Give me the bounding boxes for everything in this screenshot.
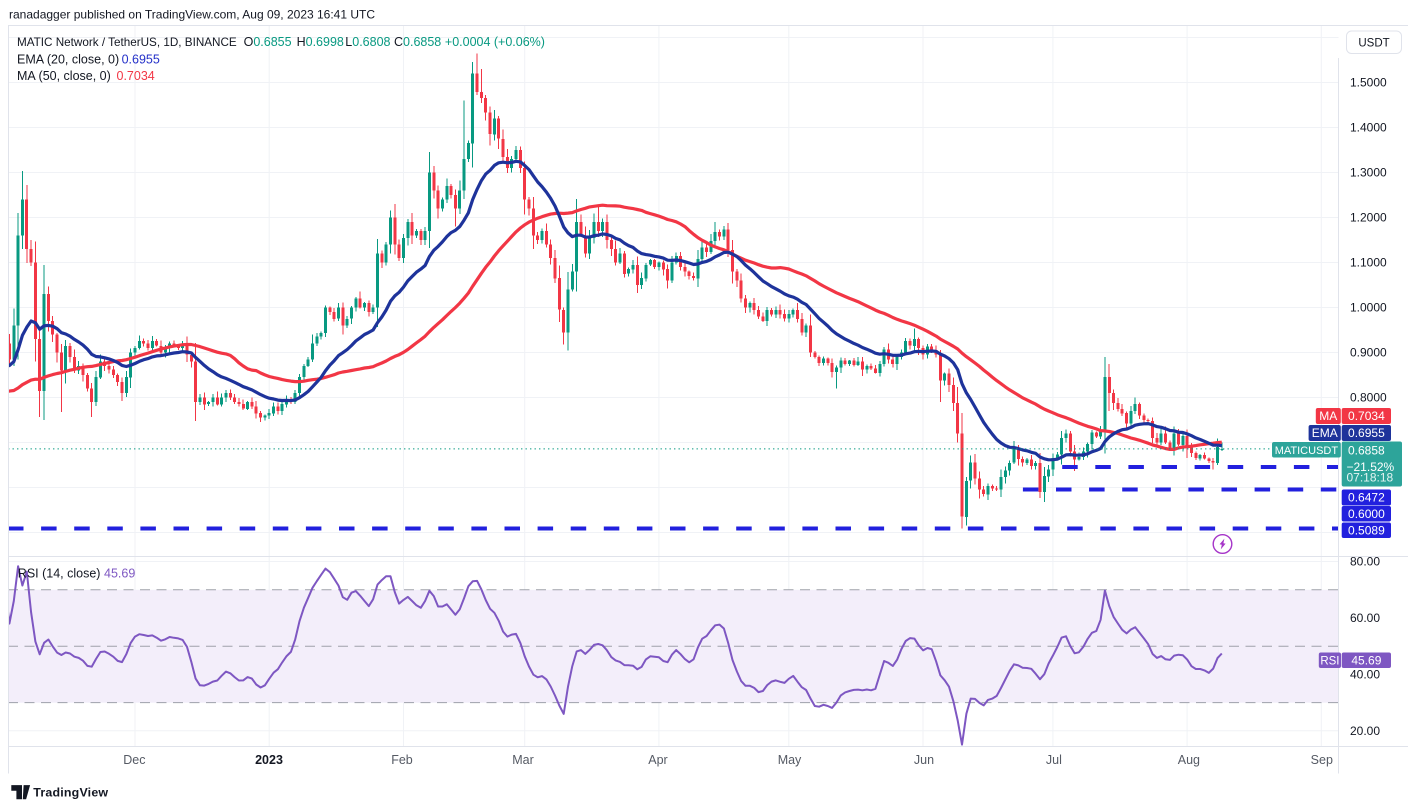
svg-text:0.6000: 0.6000 [1348,507,1385,521]
svg-text:Feb: Feb [391,753,413,767]
svg-text:1.0000: 1.0000 [1350,301,1387,315]
svg-text:EMA: EMA [1312,426,1338,440]
svg-text:RSI (14, close)45.69: RSI (14, close) 45.69 [18,567,136,581]
svg-text:RSI: RSI [1320,656,1339,668]
svg-text:07:18:18: 07:18:18 [1347,471,1394,485]
svg-text:Mar: Mar [512,753,534,767]
svg-text:0.6472: 0.6472 [1348,491,1385,505]
svg-text:Dec: Dec [123,753,145,767]
svg-text:Jun: Jun [914,753,934,767]
svg-text:EMA (20, close, 0)0.6955: EMA (20, close, 0) 0.6955 [17,53,160,67]
svg-text:MA: MA [1319,409,1337,423]
svg-text:MATICUSDT: MATICUSDT [1275,445,1339,457]
svg-text:May: May [778,753,802,767]
svg-text:0.5089: 0.5089 [1348,524,1385,538]
svg-text:MA (50, close, 0)0.7034: MA (50, close, 0) 0.7034 [17,69,155,83]
svg-text:20.00: 20.00 [1350,724,1380,738]
svg-text:USDT: USDT [1358,38,1389,50]
svg-text:Apr: Apr [648,753,667,767]
svg-text:80.00: 80.00 [1350,555,1380,569]
svg-text:1.2000: 1.2000 [1350,211,1387,225]
svg-text:0.6858: 0.6858 [1348,444,1385,458]
svg-text:0.7034: 0.7034 [1348,409,1385,423]
svg-text:Jul: Jul [1046,753,1062,767]
svg-text:−21.52%: −21.52% [1347,460,1395,474]
svg-text:1.1000: 1.1000 [1350,256,1387,270]
svg-text:Aug: Aug [1178,753,1200,767]
svg-text:MATIC Network / TetherUS, 1D,: MATIC Network / TetherUS, 1D, BINANCE O0.… [17,35,545,49]
svg-text:TradingView: TradingView [33,786,108,800]
svg-text:1.5000: 1.5000 [1350,76,1387,90]
svg-text:ranadagger published on Tradin: ranadagger published on TradingView.com,… [9,8,375,22]
svg-text:0.6955: 0.6955 [1348,426,1385,440]
svg-text:60.00: 60.00 [1350,611,1380,625]
svg-text:Sep: Sep [1311,753,1333,767]
svg-text:45.69: 45.69 [1351,654,1381,668]
svg-text:0.9000: 0.9000 [1350,346,1387,360]
svg-text:2023: 2023 [255,753,283,767]
svg-text:40.00: 40.00 [1350,667,1380,681]
svg-text:1.4000: 1.4000 [1350,121,1387,135]
svg-text:1.3000: 1.3000 [1350,166,1387,180]
svg-text:0.8000: 0.8000 [1350,391,1387,405]
